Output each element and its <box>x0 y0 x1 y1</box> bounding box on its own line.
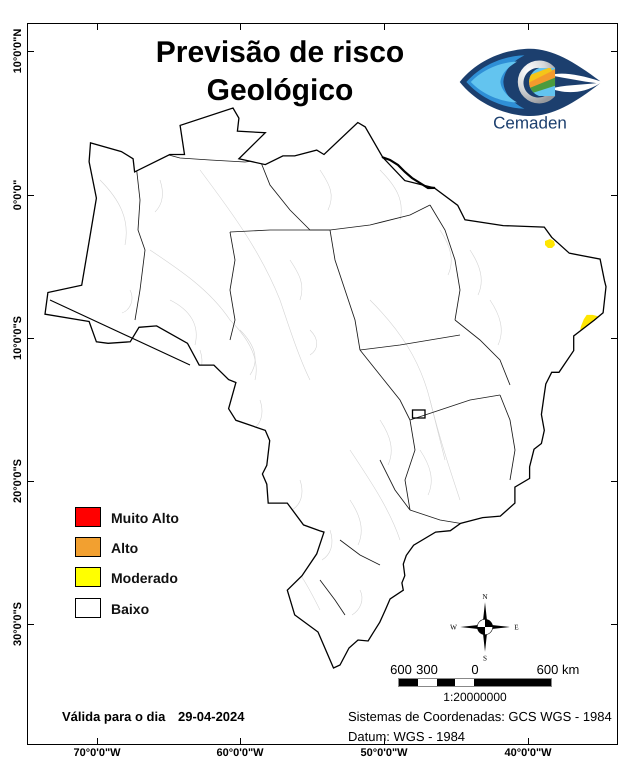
svg-text:N: N <box>482 593 487 601</box>
svg-text:W: W <box>450 623 457 631</box>
svg-text:Cemaden: Cemaden <box>493 113 567 132</box>
svg-text:S: S <box>483 654 487 662</box>
svg-text:E: E <box>514 623 518 631</box>
